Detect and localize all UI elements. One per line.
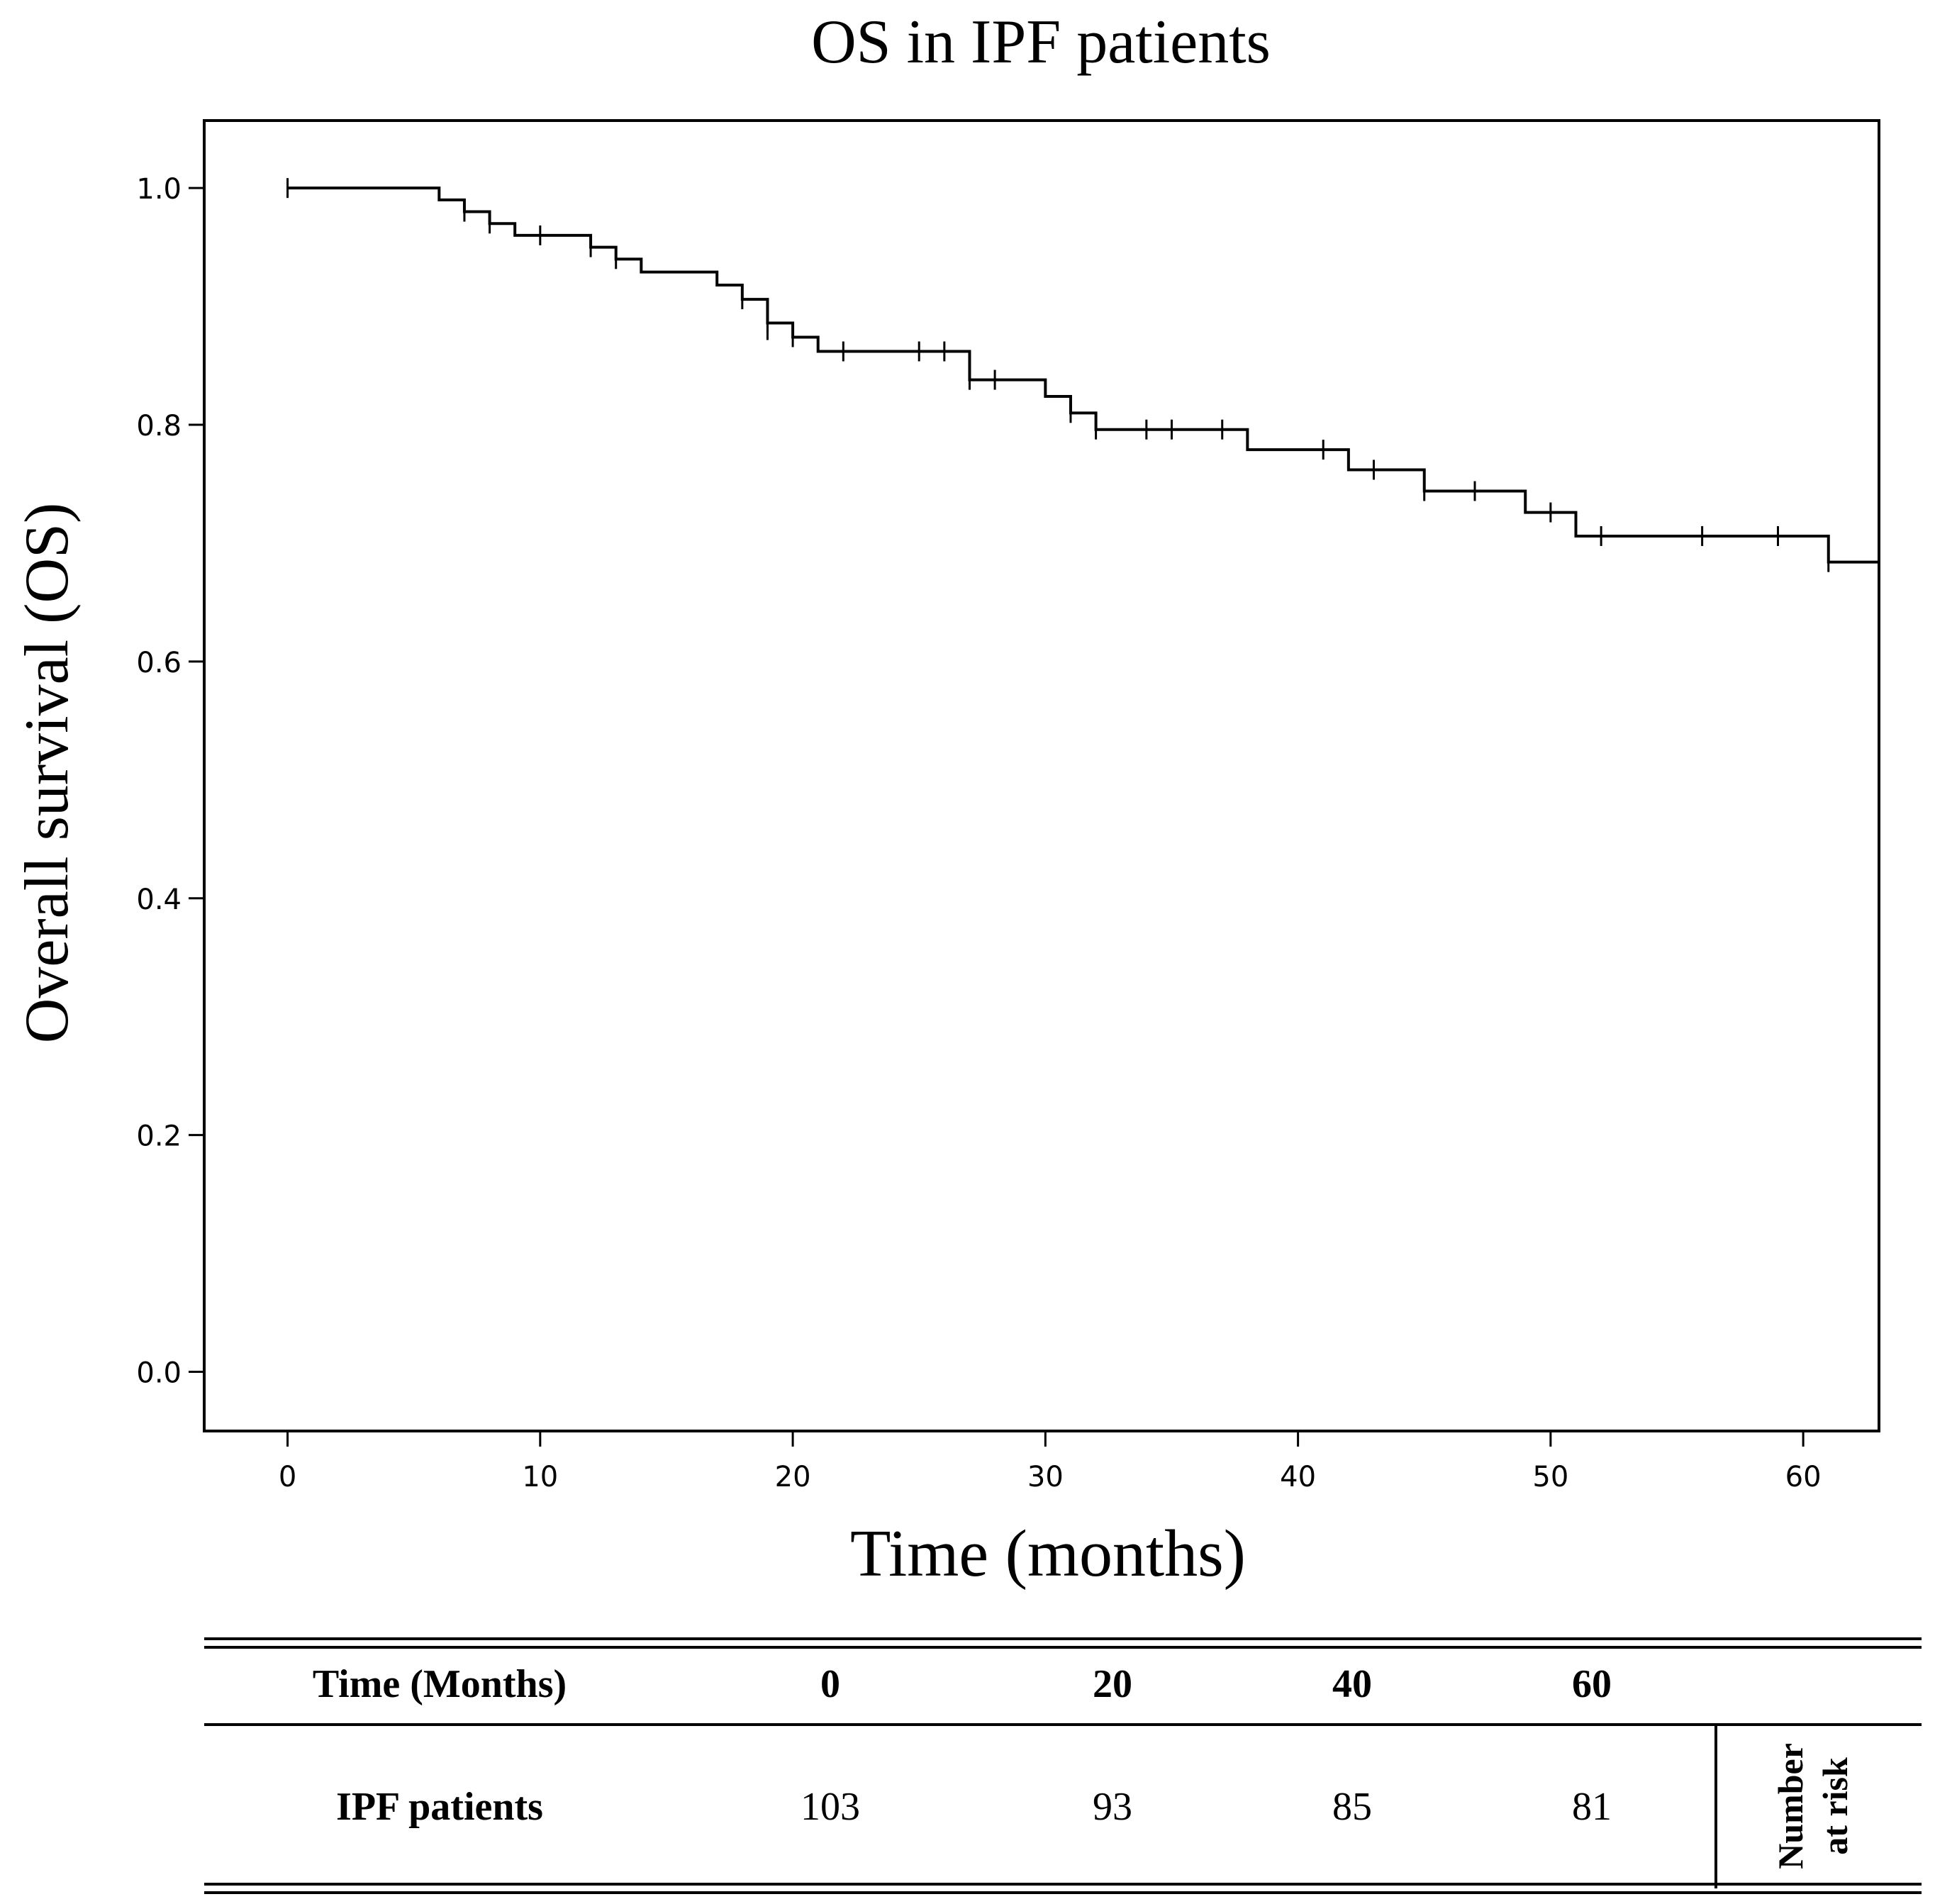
- y-tick-label-1: 0.2: [136, 1120, 182, 1153]
- y-tick-label-4: 0.8: [136, 410, 182, 442]
- x-tick-label-4: 40: [1280, 1461, 1316, 1493]
- risk-table-time-60: 60: [1572, 1662, 1612, 1706]
- risk-table-value-60: 81: [1572, 1785, 1612, 1829]
- risk-table-row-label: IPF patients: [336, 1785, 543, 1829]
- y-axis-label: Overall survival (OS): [13, 503, 82, 1043]
- x-axis-ticks: 0 10 20 30 40 50 60: [279, 1431, 1822, 1493]
- censor-marks: [286, 178, 1880, 572]
- risk-table-value-20: 93: [1093, 1785, 1132, 1829]
- risk-table-value-0: 103: [801, 1785, 860, 1829]
- risk-table-time-20: 20: [1093, 1662, 1132, 1706]
- risk-table-time-40: 40: [1332, 1662, 1372, 1706]
- x-tick-label-5: 50: [1532, 1461, 1568, 1493]
- x-axis-label: Time (months): [850, 1517, 1246, 1591]
- x-tick-label-1: 10: [522, 1461, 558, 1493]
- chart-title: OS in IPF patients: [811, 8, 1271, 77]
- y-axis-ticks: 0.0 0.2 0.4 0.6 0.8 1.0: [136, 173, 204, 1390]
- risk-table-side-label-line2: at risk: [1815, 1757, 1855, 1855]
- x-tick-label-3: 30: [1027, 1461, 1064, 1493]
- x-tick-label-2: 20: [775, 1461, 811, 1493]
- y-tick-label-3: 0.6: [136, 647, 182, 679]
- y-tick-label-5: 1.0: [136, 173, 182, 206]
- survival-step-line: [287, 186, 1879, 564]
- y-tick-label-2: 0.4: [136, 884, 182, 916]
- x-tick-label-0: 0: [279, 1461, 296, 1493]
- risk-table-value-40: 85: [1332, 1785, 1372, 1829]
- plot-frame: [203, 119, 1880, 1432]
- risk-table-time-0: 0: [820, 1662, 840, 1706]
- risk-table-header-label: Time (Months): [313, 1662, 567, 1706]
- x-tick-label-6: 60: [1785, 1461, 1822, 1493]
- risk-table-side-label-line1: Number: [1771, 1743, 1810, 1869]
- risk-table: Time (Months) 0 20 40 60 IPF patients 10…: [204, 1637, 1922, 1894]
- y-tick-label-0: 0.0: [136, 1357, 182, 1390]
- survival-curve: [287, 186, 1879, 564]
